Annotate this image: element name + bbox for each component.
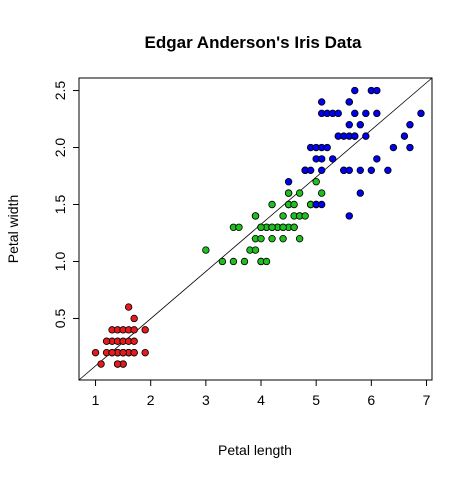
data-point	[345, 121, 353, 129]
data-point	[317, 166, 326, 175]
x-tick-label: 5	[312, 392, 320, 408]
data-point	[268, 200, 276, 209]
data-point	[345, 212, 353, 220]
data-point	[268, 223, 276, 231]
y-tick-label: 0.5	[52, 309, 68, 329]
data-point	[251, 246, 260, 254]
x-tick-label: 6	[367, 392, 375, 408]
data-point	[351, 132, 359, 140]
data-point	[317, 200, 326, 209]
data-point	[279, 212, 287, 220]
data-point	[113, 360, 122, 368]
data-point	[130, 348, 138, 357]
data-point	[262, 257, 271, 266]
data-point	[124, 303, 133, 311]
data-point	[240, 257, 249, 266]
reference-line	[78, 77, 433, 381]
data-point	[141, 348, 149, 357]
data-point	[356, 121, 364, 129]
y-tick-label: 1.5	[52, 195, 68, 215]
data-point	[345, 166, 353, 175]
data-point	[312, 178, 320, 186]
data-point	[406, 121, 414, 129]
data-point	[356, 166, 364, 175]
x-tick-label: 2	[147, 392, 155, 408]
x-tick-label: 3	[202, 392, 210, 408]
chart-title: Edgar Anderson's Iris Data	[145, 33, 362, 52]
data-point	[130, 337, 138, 345]
data-point	[257, 234, 265, 243]
y-axis: 0.5 1.0 1.5 2.0 2.5	[52, 81, 79, 329]
x-axis: 1 2 3 4 5 6 7	[92, 380, 431, 408]
x-tick-label: 4	[257, 392, 265, 408]
data-point	[356, 189, 364, 197]
data-point	[218, 257, 227, 266]
data-point	[406, 143, 414, 152]
data-point	[373, 86, 381, 95]
data-point	[229, 257, 238, 266]
data-point	[284, 189, 293, 197]
x-tick-label: 7	[423, 392, 431, 408]
data-point	[334, 109, 342, 118]
data-point	[202, 246, 210, 254]
data-point	[91, 348, 100, 357]
data-point	[290, 223, 298, 231]
y-tick-label: 1.0	[52, 252, 68, 272]
data-point	[102, 337, 111, 345]
data-point	[373, 109, 381, 118]
data-point	[97, 360, 105, 368]
data-point	[295, 234, 304, 243]
data-point	[295, 189, 304, 197]
data-point	[351, 109, 359, 118]
data-point	[141, 326, 149, 334]
data-point	[257, 223, 265, 231]
x-tick-label: 1	[92, 392, 100, 408]
data-point	[279, 223, 287, 231]
data-point	[235, 223, 243, 231]
data-point	[417, 109, 425, 118]
data-point	[362, 132, 370, 140]
data-point	[367, 166, 376, 175]
data-point	[130, 326, 138, 334]
data-point	[345, 98, 353, 106]
data-point	[301, 212, 309, 220]
data-point	[268, 234, 276, 243]
data-point	[251, 212, 260, 220]
data-point	[351, 86, 359, 95]
data-point	[290, 200, 298, 209]
plot-frame	[78, 77, 433, 381]
y-tick-label: 2.5	[52, 81, 68, 101]
data-point	[284, 178, 293, 186]
data-point	[362, 109, 370, 118]
x-axis-label: Petal length	[218, 442, 292, 458]
data-point	[329, 155, 337, 163]
data-point	[400, 132, 409, 140]
data-point	[389, 143, 398, 152]
data-point	[108, 348, 116, 357]
data-point	[119, 348, 127, 357]
data-point	[323, 143, 331, 152]
data-point	[130, 314, 138, 323]
data-point	[384, 166, 392, 175]
data-point	[317, 189, 326, 197]
y-axis-label: Petal width	[5, 195, 21, 263]
data-point	[306, 166, 315, 175]
data-point	[373, 155, 381, 163]
data-points	[91, 86, 425, 368]
y-tick-label: 2.0	[52, 138, 68, 158]
data-point	[279, 234, 287, 243]
data-point	[317, 98, 326, 106]
data-point	[317, 155, 326, 163]
